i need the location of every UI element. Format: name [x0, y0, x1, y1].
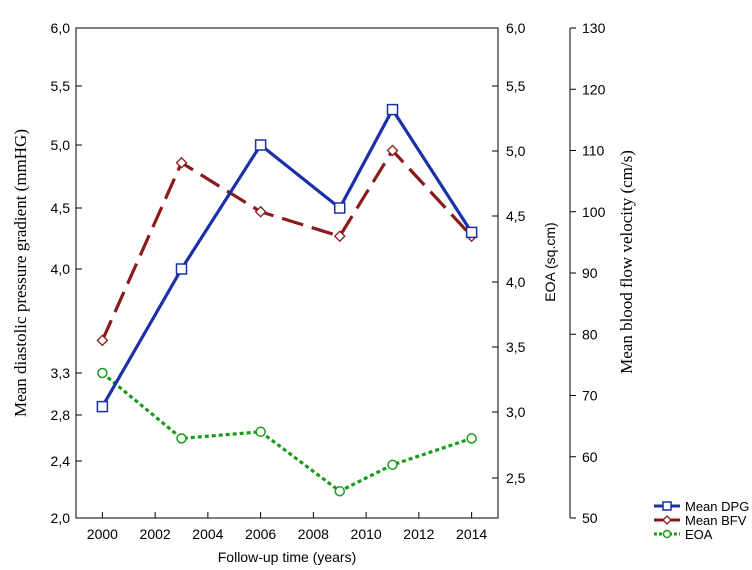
point-mean-dpg — [386, 103, 399, 116]
x-tick-label: 2010 — [351, 526, 382, 542]
right-tick-label: 90 — [582, 265, 598, 281]
right-axis-title: Mean blood flow velocity (cm/s) — [617, 150, 636, 374]
mid-tick-label: 2,5 — [506, 470, 526, 486]
x-axis-title: Follow-up time (years) — [218, 549, 356, 565]
point-mean-dpg — [96, 400, 109, 413]
point-eoa — [176, 433, 187, 444]
legend-marker-mean-bfv — [662, 515, 672, 525]
mid-tick-label: 5,0 — [506, 143, 526, 159]
left-axis-title: Mean diastolic pressure gradient (mmHG) — [11, 129, 30, 417]
left-tick-label: 3,3 — [51, 365, 71, 381]
left-tick-label: 5,5 — [51, 78, 71, 94]
x-tick-label: 2008 — [298, 526, 329, 542]
point-eoa — [97, 367, 108, 379]
point-mean-dpg — [254, 139, 267, 151]
right-tick-label: 130 — [582, 20, 606, 36]
mid-tick-label: 3,5 — [506, 339, 526, 355]
right-tick-label: 60 — [582, 449, 598, 465]
point-mean-bfv — [175, 156, 188, 169]
point-mean-dpg — [334, 202, 346, 214]
left-tick-label: 2,4 — [51, 453, 71, 469]
left-tick-label: 4,5 — [51, 200, 71, 216]
point-eoa — [334, 485, 345, 497]
series-line-eoa — [101, 371, 473, 493]
mid-tick-label: 4,0 — [506, 274, 526, 290]
right-tick-label: 80 — [582, 326, 598, 342]
series-group — [96, 103, 478, 497]
x-tick-label: 2006 — [245, 526, 276, 542]
legend-marker-eoa — [662, 529, 672, 539]
legend-label-mean-bfv: Mean BFV — [685, 513, 747, 528]
left-tick-label: 2,8 — [51, 407, 71, 423]
mid-axis: 2,5 3,0 3,5 4,0 4,5 5,0 5,5 6,0 — [492, 20, 526, 486]
left-tick-label: 2,0 — [51, 510, 71, 526]
mid-axis-title: EOA (sq.cm) — [542, 222, 558, 301]
right-axis: 50 60 70 80 90 100 110 120 130 — [569, 20, 606, 526]
mid-tick-label: 4,5 — [506, 208, 526, 224]
point-mean-bfv — [333, 230, 346, 243]
right-tick-label: 120 — [582, 81, 606, 97]
point-mean-bfv — [254, 205, 267, 218]
x-tick-label: 2000 — [87, 526, 118, 542]
legend-label-mean-dpg: Mean DPG — [685, 499, 749, 514]
legend-marker-mean-dpg — [662, 501, 672, 511]
x-tick-label: 2014 — [456, 526, 487, 542]
legend-label-eoa: EOA — [685, 527, 713, 542]
left-tick-label: 6,0 — [51, 20, 71, 36]
right-tick-label: 100 — [582, 204, 606, 220]
right-tick-label: 70 — [582, 388, 598, 404]
plot-area — [75, 27, 499, 519]
mid-tick-label: 5,5 — [506, 78, 526, 94]
point-mean-dpg — [465, 226, 478, 239]
right-tick-label: 50 — [582, 510, 598, 526]
x-axis: 2000 2002 2004 2006 2008 2010 2012 2014 — [87, 512, 487, 542]
series-line-mean-bfv — [100, 148, 473, 342]
x-tick-label: 2004 — [192, 526, 223, 542]
point-mean-bfv — [96, 334, 109, 347]
point-eoa — [255, 426, 266, 438]
series-line-mean-dpg — [100, 107, 473, 408]
point-mean-dpg — [175, 263, 188, 275]
left-tick-label: 4,0 — [51, 261, 71, 277]
mid-tick-label: 3,0 — [506, 404, 526, 420]
right-tick-label: 110 — [582, 143, 605, 159]
mid-tick-label: 6,0 — [506, 20, 526, 36]
x-tick-label: 2002 — [140, 526, 171, 542]
x-tick-label: 2012 — [403, 526, 434, 542]
left-axis: 2,0 2,4 2,8 3,3 4,0 4,5 5,0 5,5 6,0 — [51, 20, 82, 526]
point-eoa — [387, 459, 398, 471]
point-mean-bfv — [386, 144, 399, 157]
left-tick-label: 5,0 — [51, 137, 71, 153]
point-eoa — [466, 433, 477, 444]
plot-frame — [75, 27, 499, 519]
